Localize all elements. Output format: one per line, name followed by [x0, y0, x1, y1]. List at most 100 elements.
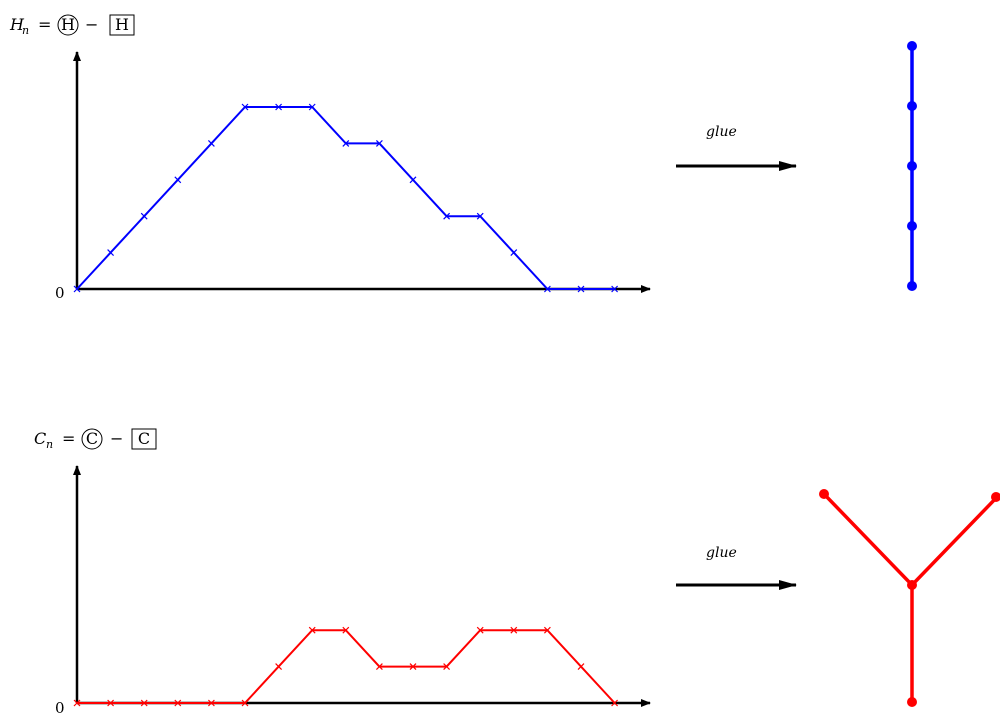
top-walk-point [73, 285, 81, 293]
top-walk-point [107, 249, 115, 257]
bottom-walk-point [510, 626, 518, 634]
bottom-cross-b [275, 663, 283, 671]
bottom-cross-b [207, 699, 215, 707]
bottom-walk-point [241, 699, 249, 707]
top-walk-line [76, 106, 615, 290]
top-formula-minus: − [85, 15, 98, 34]
top-circle-symbol [57, 14, 79, 36]
top-formula-eq: = [38, 15, 51, 34]
top-walk-point [207, 139, 215, 147]
bottom-cross-b [409, 663, 417, 671]
bottom-formula-sub: n [46, 438, 53, 451]
bottom-glue-label: glue [706, 545, 737, 561]
top-cross-b [207, 139, 215, 147]
top-cross-b [611, 285, 619, 293]
top-circled-letter: H [61, 15, 75, 34]
top-formula-var: H [9, 15, 25, 34]
top-cross-b [375, 139, 383, 147]
bottom-box-symbol [131, 428, 157, 450]
top-walk-point [543, 285, 551, 293]
top-cross-b [476, 212, 484, 220]
bottom-walk-point [543, 626, 551, 634]
bottom-tree-node [907, 697, 917, 707]
top-boxed-letter: H [115, 15, 129, 34]
bottom-tree-node [907, 580, 917, 590]
top-cross-b [73, 285, 81, 293]
bottom-boxed-letter: C [138, 429, 150, 448]
top-walk-point [275, 103, 283, 111]
top-cross-b [174, 176, 182, 184]
top-formula-sub: n [22, 24, 29, 37]
bottom-walk-point [174, 699, 182, 707]
top-walk [73, 103, 619, 293]
bottom-cross-b [140, 699, 148, 707]
top-walk-point [342, 139, 350, 147]
bottom-walk-point [207, 699, 215, 707]
top-cross-b [409, 176, 417, 184]
top-walk-point [476, 212, 484, 220]
bottom-cross-b [476, 626, 484, 634]
bottom-walk-point [140, 699, 148, 707]
bottom-formula-minus: − [110, 429, 123, 448]
top-glue-label: glue [706, 124, 737, 140]
bottom-cross-b [443, 663, 451, 671]
bottom-cross-b [510, 626, 518, 634]
bottom-tree-edge [822, 492, 914, 587]
bottom-tree-node [991, 492, 1000, 502]
top-walk-point [510, 249, 518, 257]
top-walk-point [443, 212, 451, 220]
bottom-cross-b [611, 699, 619, 707]
top-cross-b [140, 212, 148, 220]
top-cross-b [577, 285, 585, 293]
top-tree-node [907, 161, 917, 171]
bottom-cross-b [577, 663, 585, 671]
top-cross-b [107, 249, 115, 257]
top-formula: H n = H − H [9, 14, 135, 37]
bottom-walk-point [375, 663, 383, 671]
top-walk-point [577, 285, 585, 293]
top-walk-point [611, 285, 619, 293]
bottom-walk-point [409, 663, 417, 671]
top-tree-node [907, 281, 917, 291]
top-panel: H n = H − H 0 glue [9, 14, 917, 302]
top-cross-b [543, 285, 551, 293]
top-box-symbol [109, 14, 135, 36]
top-walk-point [174, 176, 182, 184]
bottom-cross-b [241, 699, 249, 707]
top-cross-b [510, 249, 518, 257]
top-cross-b [443, 212, 451, 220]
bottom-walk-point [443, 663, 451, 671]
bottom-zero-label: 0 [55, 699, 65, 717]
top-walk-point [308, 103, 316, 111]
top-tree [907, 41, 917, 291]
bottom-walk-point [611, 699, 619, 707]
top-walk-point [375, 139, 383, 147]
bottom-walk-point [308, 626, 316, 634]
top-tree-node [907, 101, 917, 111]
bottom-cross-b [543, 626, 551, 634]
bottom-walk-point [107, 699, 115, 707]
bottom-walk-point [73, 699, 81, 707]
bottom-walk-point [342, 626, 350, 634]
top-walk-point [241, 103, 249, 111]
bottom-walk-point [577, 663, 585, 671]
bottom-formula-eq: = [62, 429, 75, 448]
bottom-formula: C n = C − C [34, 428, 157, 451]
bottom-tree-edge [910, 492, 1000, 587]
bottom-tree [819, 489, 1000, 707]
bottom-walk [73, 626, 619, 707]
bottom-formula-var: C [34, 429, 46, 448]
top-zero-label: 0 [55, 284, 65, 302]
top-walk-point [140, 212, 148, 220]
bottom-cross-b [308, 626, 316, 634]
top-walk-point [409, 176, 417, 184]
top-cross-b [275, 103, 283, 111]
top-tree-node [907, 221, 917, 231]
top-cross-b [241, 103, 249, 111]
bottom-cross-b [73, 699, 81, 707]
bottom-circled-letter: C [86, 429, 98, 448]
bottom-panel: C n = C − C 0 glue [34, 428, 1000, 717]
bottom-walk-point [275, 663, 283, 671]
bottom-cross-b [375, 663, 383, 671]
